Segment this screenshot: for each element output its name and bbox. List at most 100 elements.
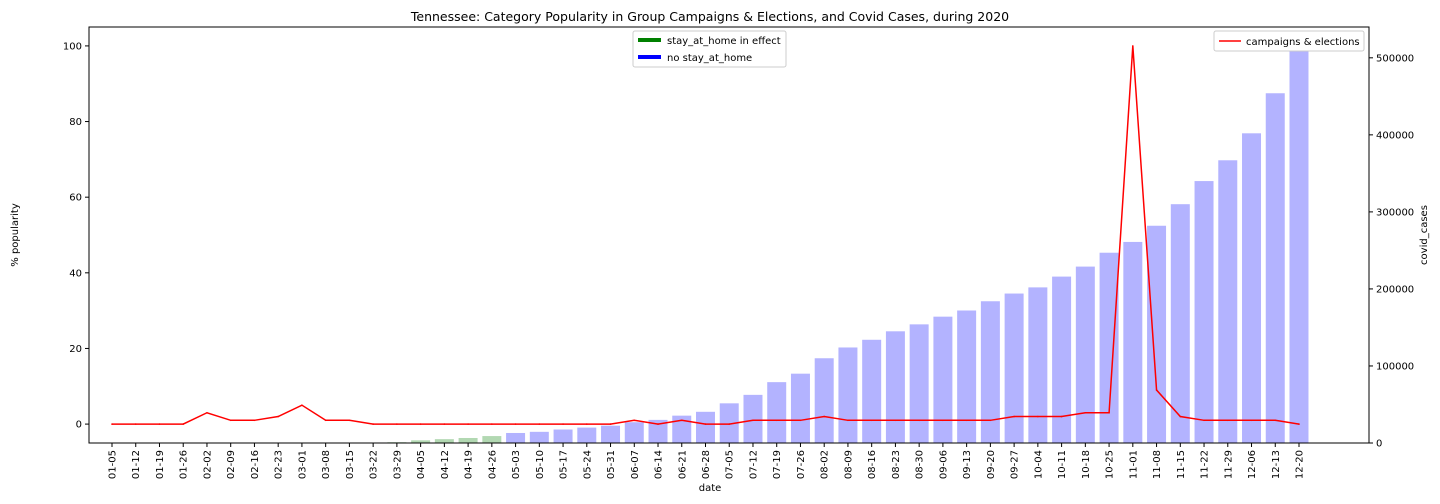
x-tick-label: 05-31 xyxy=(606,450,617,479)
x-axis: 01-05 01-12 01-19 01-26 02-02 02-09 02-16 02-23… xyxy=(108,443,1306,479)
line-point-07-12 xyxy=(752,419,754,422)
line-point-01-12 xyxy=(134,423,137,425)
left-tick-label: 80 xyxy=(69,117,82,128)
line-point-11-01 xyxy=(1132,45,1134,47)
x-tick-label: 08-23 xyxy=(891,450,902,479)
x-tick-label: 12-20 xyxy=(1295,450,1306,479)
bar-10-11 xyxy=(1052,276,1072,443)
line-point-05-10 xyxy=(538,423,541,425)
bar-12-06 xyxy=(1242,133,1262,443)
legend-campaigns-frame xyxy=(1213,30,1365,52)
legend-label-campaigns: campaigns & elections xyxy=(1246,37,1360,48)
bar-11-08 xyxy=(1147,225,1167,443)
right-tick-label: 0 xyxy=(1376,439,1382,450)
line-point-11-29 xyxy=(1226,419,1229,422)
line-point-07-19 xyxy=(775,419,778,422)
x-tick-label: 11-15 xyxy=(1176,450,1187,479)
line-point-10-11 xyxy=(1060,415,1063,418)
line-point-08-16 xyxy=(870,419,873,422)
line-point-04-19 xyxy=(467,423,469,425)
line-point-01-26 xyxy=(182,423,185,425)
bar-08-30 xyxy=(909,324,929,443)
bar-07-12 xyxy=(743,394,763,443)
x-tick-label: 10-11 xyxy=(1057,450,1068,479)
x-tick-label: 09-06 xyxy=(938,450,949,479)
line-point-12-06 xyxy=(1250,419,1253,422)
bar-08-02 xyxy=(814,358,834,443)
bar-11-29 xyxy=(1218,160,1238,443)
x-tick-label: 09-13 xyxy=(962,450,973,479)
x-tick-label: 05-03 xyxy=(511,450,522,479)
x-tick-label: 03-22 xyxy=(369,450,380,479)
x-tick-label: 06-14 xyxy=(654,450,665,479)
bar-05-17 xyxy=(553,429,573,443)
legend-campaigns: campaigns & elections xyxy=(1213,30,1365,52)
bar-08-09 xyxy=(838,347,858,443)
line-point-11-08 xyxy=(1155,389,1158,391)
left-tick-label: 0 xyxy=(76,420,82,431)
bar-10-04 xyxy=(1028,287,1048,443)
bar-04-19 xyxy=(458,437,478,443)
bar-06-14 xyxy=(648,419,668,443)
bar-04-12 xyxy=(434,439,454,443)
bar-11-22 xyxy=(1194,181,1214,443)
bar-06-07 xyxy=(624,422,644,443)
line-point-02-02 xyxy=(206,411,208,414)
right-y-axis-label: covid_cases xyxy=(1419,205,1430,265)
x-tick-label: 04-12 xyxy=(440,450,451,479)
line-point-03-08 xyxy=(324,419,327,422)
x-tick-label: 11-29 xyxy=(1223,450,1234,479)
x-tick-label: 03-01 xyxy=(297,450,308,479)
bar-07-19 xyxy=(767,382,787,443)
line-point-11-22 xyxy=(1203,419,1205,422)
x-tick-label: 09-20 xyxy=(986,450,997,479)
line-point-06-07 xyxy=(633,419,636,422)
line-point-06-14 xyxy=(657,423,659,425)
x-tick-label: 05-24 xyxy=(582,450,593,479)
line-point-03-01 xyxy=(301,404,303,406)
bar-11-01 xyxy=(1123,241,1143,443)
x-tick-label: 08-16 xyxy=(867,450,878,479)
line-point-03-22 xyxy=(372,423,374,425)
left-tick-label: 20 xyxy=(69,344,82,355)
x-tick-label: 07-05 xyxy=(725,450,736,479)
line-point-05-24 xyxy=(586,423,588,425)
line-point-12-13 xyxy=(1274,419,1277,422)
x-tick-label: 10-18 xyxy=(1081,450,1092,479)
bar-09-06 xyxy=(933,316,953,443)
line-point-05-17 xyxy=(562,423,564,425)
line-point-09-13 xyxy=(965,419,968,422)
bar-09-27 xyxy=(1004,293,1024,443)
line-point-12-20 xyxy=(1298,423,1300,425)
x-tick-label: 03-29 xyxy=(392,450,403,479)
x-tick-label: 11-08 xyxy=(1152,450,1163,479)
x-tick-label: 02-16 xyxy=(250,450,261,479)
line-point-04-12 xyxy=(443,423,446,425)
bar-08-16 xyxy=(862,339,882,443)
x-tick-label: 10-25 xyxy=(1105,450,1116,479)
right-tick-label: 400000 xyxy=(1376,130,1414,141)
x-tick-label: 10-04 xyxy=(1033,450,1044,479)
x-tick-label: 01-12 xyxy=(131,450,142,479)
bar-09-13 xyxy=(957,310,977,443)
x-tick-label: 09-27 xyxy=(1010,450,1021,479)
bar-07-05 xyxy=(719,403,739,443)
x-tick-label: 01-05 xyxy=(108,450,119,479)
bar-10-25 xyxy=(1099,252,1119,443)
line-point-07-26 xyxy=(799,419,802,422)
line-point-09-06 xyxy=(942,419,944,422)
x-tick-label: 07-19 xyxy=(772,450,783,479)
line-point-11-15 xyxy=(1179,415,1182,418)
line-point-09-27 xyxy=(1013,415,1015,418)
line-point-01-19 xyxy=(158,423,161,425)
x-axis-label: date xyxy=(699,483,722,494)
x-tick-label: 04-19 xyxy=(464,450,475,479)
x-tick-label: 05-17 xyxy=(559,450,570,479)
x-tick-label: 08-09 xyxy=(843,450,854,479)
legend-stay-at-home: stay_at_home in effect no stay_at_home xyxy=(632,30,787,68)
chart-title: Tennessee: Category Popularity in Group … xyxy=(410,9,1009,24)
x-tick-label: 07-26 xyxy=(796,450,807,479)
right-tick-label: 300000 xyxy=(1376,207,1414,218)
x-tick-label: 11-01 xyxy=(1128,450,1139,479)
